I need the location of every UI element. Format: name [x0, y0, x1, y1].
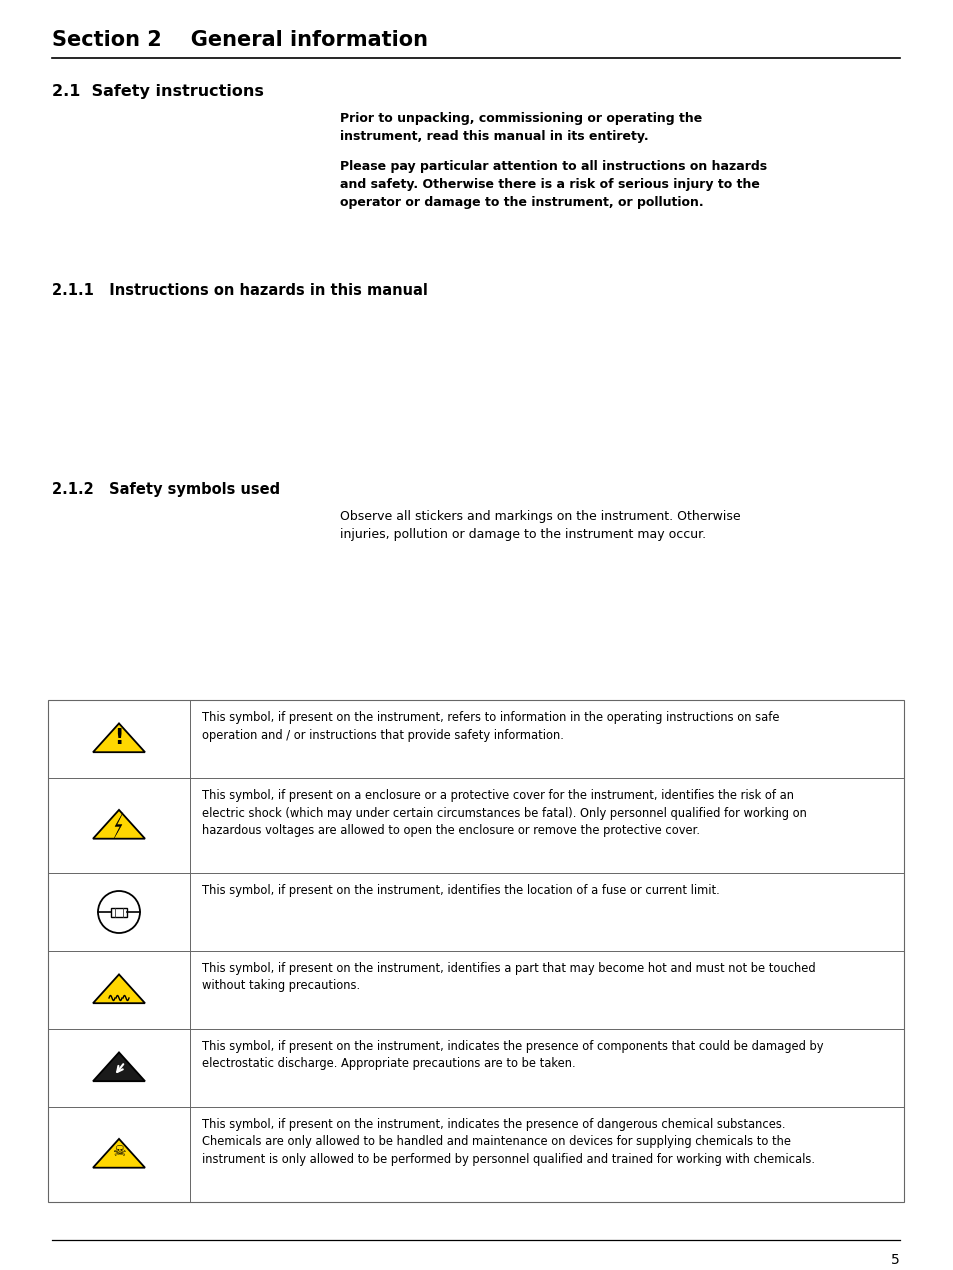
Bar	[111, 908, 127, 917]
Text: 2.1.1   Instructions on hazards in this manual: 2.1.1 Instructions on hazards in this ma…	[52, 283, 428, 298]
Text: !: !	[114, 728, 124, 748]
Text: Please pay particular attention to all instructions on hazards
and safety. Other: Please pay particular attention to all i…	[339, 160, 766, 210]
Polygon shape	[92, 974, 145, 1003]
Text: This symbol, if present on the instrument, indicates the presence of dangerous c: This symbol, if present on the instrumen…	[202, 1118, 814, 1166]
Polygon shape	[92, 724, 145, 752]
Text: This symbol, if present on the instrument, identifies a part that may become hot: This symbol, if present on the instrumen…	[202, 961, 815, 992]
Text: Observe all stickers and markings on the instrument. Otherwise
injuries, polluti: Observe all stickers and markings on the…	[339, 511, 740, 541]
Polygon shape	[92, 1139, 145, 1167]
Text: This symbol, if present on a enclosure or a protective cover for the instrument,: This symbol, if present on a enclosure o…	[202, 789, 806, 837]
Polygon shape	[92, 810, 145, 838]
Text: 5: 5	[890, 1253, 899, 1267]
Text: Section 2    General information: Section 2 General information	[52, 30, 428, 50]
Text: This symbol, if present on the instrument, indicates the presence of components : This symbol, if present on the instrumen…	[202, 1040, 822, 1071]
Polygon shape	[113, 813, 123, 838]
Text: This symbol, if present on the instrument, refers to information in the operatin: This symbol, if present on the instrumen…	[202, 711, 779, 742]
Polygon shape	[92, 1053, 145, 1081]
Text: Prior to unpacking, commissioning or operating the
instrument, read this manual : Prior to unpacking, commissioning or ope…	[339, 112, 701, 144]
Text: 2.1.2   Safety symbols used: 2.1.2 Safety symbols used	[52, 483, 280, 497]
Bar	[48, 700, 903, 1201]
Text: This symbol, if present on the instrument, identifies the location of a fuse or : This symbol, if present on the instrumen…	[202, 884, 719, 897]
Text: ☠: ☠	[112, 1144, 126, 1160]
Text: 2.1  Safety instructions: 2.1 Safety instructions	[52, 84, 264, 99]
